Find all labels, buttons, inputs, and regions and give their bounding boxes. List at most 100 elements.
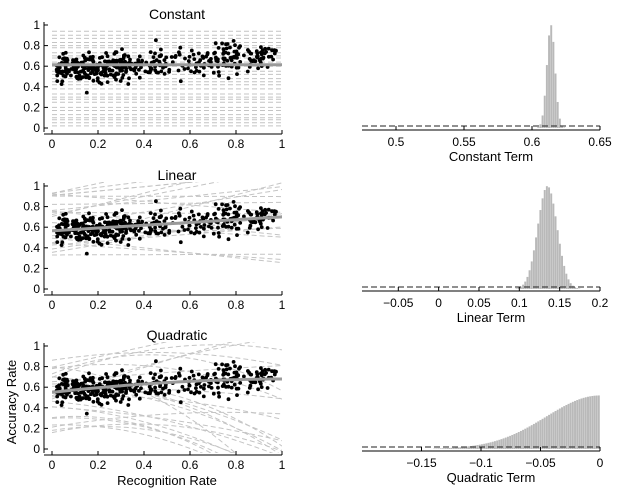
data-point	[249, 220, 254, 224]
histogram-bar	[543, 417, 546, 449]
posterior-draw	[52, 411, 282, 428]
data-point	[60, 232, 64, 237]
data-point	[114, 232, 119, 237]
data-point	[177, 213, 182, 218]
data-point	[164, 216, 169, 221]
data-point	[60, 240, 65, 245]
histogram-bar	[552, 203, 555, 289]
data-point	[105, 401, 110, 405]
x-tick-label: 0.6	[524, 135, 541, 149]
data-point	[82, 66, 87, 71]
data-point	[61, 212, 66, 217]
data-point	[118, 58, 122, 62]
data-point	[238, 44, 243, 48]
x-axis-label: Quadratic Term	[447, 470, 536, 485]
x-tick-label: 0.15	[548, 296, 572, 310]
histogram-bar	[587, 396, 589, 449]
histogram-bar	[567, 403, 570, 449]
histogram-bar	[532, 423, 535, 449]
histogram-bar	[528, 426, 531, 449]
data-point	[113, 50, 118, 55]
data-point	[95, 76, 100, 81]
data-point	[191, 373, 196, 378]
data-point	[186, 227, 190, 232]
data-point	[118, 240, 123, 244]
data-point	[118, 379, 122, 383]
data-point	[124, 66, 129, 71]
data-point	[91, 239, 96, 244]
histogram-bar	[556, 230, 559, 289]
histogram-bar	[537, 223, 540, 289]
data-point	[139, 226, 143, 231]
x-tick-label: 0.2	[90, 458, 107, 472]
data-point	[102, 394, 107, 399]
histogram-bar	[493, 441, 496, 449]
data-point	[249, 380, 254, 384]
data-point	[61, 51, 66, 56]
histogram-bar	[450, 447, 453, 449]
histogram-bar	[591, 395, 594, 449]
data-point	[85, 394, 90, 399]
data-point	[57, 55, 62, 60]
histogram-bar	[548, 414, 551, 449]
data-point	[95, 397, 100, 402]
data-point	[105, 54, 110, 59]
histogram-bar	[539, 210, 542, 289]
histogram-bar	[526, 427, 529, 449]
data-point	[270, 48, 274, 53]
data-point	[173, 55, 178, 59]
data-point	[222, 56, 227, 61]
data-point	[226, 372, 231, 377]
data-point	[228, 206, 232, 211]
data-point	[146, 70, 151, 75]
histogram-bar	[569, 402, 572, 449]
data-point	[238, 205, 243, 210]
data-point	[60, 71, 64, 76]
data-point	[231, 360, 236, 364]
data-point	[153, 389, 158, 394]
data-point	[159, 47, 163, 52]
data-point	[187, 215, 192, 220]
data-point	[232, 222, 237, 227]
data-point	[266, 207, 271, 212]
data-point	[96, 229, 100, 234]
data-point	[270, 369, 274, 374]
data-point	[245, 69, 250, 74]
data-point	[110, 389, 115, 394]
data-point	[107, 220, 112, 225]
data-point	[228, 56, 233, 60]
data-point	[186, 387, 190, 392]
data-point	[178, 366, 183, 371]
histogram-bar	[446, 448, 449, 449]
data-point	[211, 70, 216, 75]
data-point	[124, 70, 128, 74]
posterior-draw	[52, 211, 282, 215]
data-point	[140, 219, 145, 224]
histogram-bar	[506, 436, 509, 449]
data-point	[91, 220, 96, 225]
x-tick-label: 0.2	[592, 296, 609, 310]
data-point	[137, 215, 142, 220]
data-point	[158, 375, 163, 379]
histogram-bar	[513, 434, 516, 449]
data-point	[85, 234, 90, 239]
data-point	[61, 382, 66, 387]
posterior-draw	[52, 342, 256, 397]
data-point	[148, 211, 153, 216]
data-point	[177, 52, 182, 57]
data-point	[55, 240, 60, 245]
data-point	[189, 48, 194, 53]
histogram-bar	[593, 395, 596, 449]
data-point	[156, 70, 161, 75]
data-point	[183, 217, 187, 222]
x-tick-label: 0.8	[228, 298, 245, 312]
posterior-draw	[52, 352, 282, 366]
data-point	[80, 236, 85, 241]
data-point	[224, 207, 229, 212]
y-tick-label: 0	[33, 442, 40, 456]
data-point	[69, 234, 73, 239]
x-tick-label: 1	[279, 298, 286, 312]
data-point	[121, 377, 126, 382]
data-point	[127, 237, 131, 242]
